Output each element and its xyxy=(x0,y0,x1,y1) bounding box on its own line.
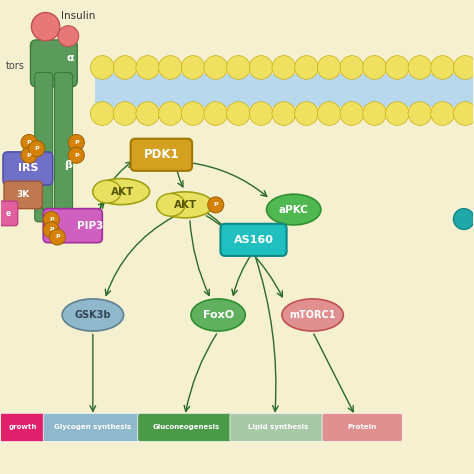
Text: P: P xyxy=(74,153,79,158)
Text: AKT: AKT xyxy=(174,200,198,210)
Circle shape xyxy=(113,55,137,79)
FancyBboxPatch shape xyxy=(3,152,53,185)
Circle shape xyxy=(408,102,432,125)
Circle shape xyxy=(49,229,65,245)
Circle shape xyxy=(21,147,37,163)
Ellipse shape xyxy=(282,299,343,331)
FancyBboxPatch shape xyxy=(0,201,18,226)
Ellipse shape xyxy=(93,179,150,205)
Circle shape xyxy=(21,135,37,151)
Circle shape xyxy=(68,147,84,163)
Text: P: P xyxy=(49,217,54,222)
FancyBboxPatch shape xyxy=(35,73,53,222)
Text: β: β xyxy=(64,161,72,171)
Text: AKT: AKT xyxy=(111,187,134,197)
Text: IRS: IRS xyxy=(18,164,38,173)
Text: Insulin: Insulin xyxy=(62,11,96,21)
Text: Gluconeogenesis: Gluconeogenesis xyxy=(153,424,220,430)
Circle shape xyxy=(454,55,474,79)
Circle shape xyxy=(340,102,364,125)
FancyBboxPatch shape xyxy=(43,209,102,243)
Text: GSK3b: GSK3b xyxy=(74,310,111,320)
Text: P: P xyxy=(213,202,218,207)
Text: AS160: AS160 xyxy=(234,235,273,245)
FancyBboxPatch shape xyxy=(55,73,73,222)
FancyBboxPatch shape xyxy=(220,224,287,256)
Circle shape xyxy=(113,102,137,125)
Ellipse shape xyxy=(62,299,124,331)
Circle shape xyxy=(385,102,409,125)
Text: 3K: 3K xyxy=(17,191,30,200)
Text: Protein: Protein xyxy=(348,424,377,430)
Circle shape xyxy=(58,26,79,46)
Circle shape xyxy=(136,102,159,125)
Circle shape xyxy=(454,102,474,125)
Text: PIP3: PIP3 xyxy=(77,221,104,231)
Circle shape xyxy=(31,12,60,41)
Circle shape xyxy=(295,55,318,79)
FancyBboxPatch shape xyxy=(131,139,192,171)
Text: mTORC1: mTORC1 xyxy=(289,310,336,320)
Circle shape xyxy=(43,222,59,238)
Circle shape xyxy=(181,102,205,125)
Circle shape xyxy=(385,55,409,79)
FancyBboxPatch shape xyxy=(95,74,474,107)
Circle shape xyxy=(28,141,45,156)
Text: P: P xyxy=(34,146,39,151)
Circle shape xyxy=(363,55,386,79)
Circle shape xyxy=(227,102,250,125)
Circle shape xyxy=(272,55,296,79)
Circle shape xyxy=(227,55,250,79)
FancyBboxPatch shape xyxy=(322,413,402,442)
FancyBboxPatch shape xyxy=(43,413,143,442)
Text: aPKC: aPKC xyxy=(279,205,309,215)
FancyBboxPatch shape xyxy=(30,40,77,87)
Text: P: P xyxy=(27,140,31,145)
FancyBboxPatch shape xyxy=(138,413,235,442)
Circle shape xyxy=(431,55,455,79)
Text: P: P xyxy=(27,153,31,158)
FancyBboxPatch shape xyxy=(0,413,48,442)
Text: tors: tors xyxy=(5,61,24,71)
Circle shape xyxy=(431,102,455,125)
Circle shape xyxy=(318,55,341,79)
Circle shape xyxy=(136,55,159,79)
Circle shape xyxy=(340,55,364,79)
Circle shape xyxy=(181,55,205,79)
Circle shape xyxy=(204,55,228,79)
Text: PDK1: PDK1 xyxy=(144,148,179,161)
Circle shape xyxy=(158,102,182,125)
Circle shape xyxy=(249,102,273,125)
FancyBboxPatch shape xyxy=(4,181,42,209)
Ellipse shape xyxy=(93,180,121,203)
Circle shape xyxy=(91,102,114,125)
Text: P: P xyxy=(55,235,60,239)
Circle shape xyxy=(68,135,84,151)
Circle shape xyxy=(158,55,182,79)
Ellipse shape xyxy=(156,193,185,216)
Circle shape xyxy=(363,102,386,125)
Circle shape xyxy=(91,55,114,79)
Text: α: α xyxy=(67,53,74,63)
Ellipse shape xyxy=(266,194,321,225)
Circle shape xyxy=(318,102,341,125)
Circle shape xyxy=(295,102,318,125)
Circle shape xyxy=(204,102,228,125)
FancyBboxPatch shape xyxy=(230,413,327,442)
Circle shape xyxy=(249,55,273,79)
Circle shape xyxy=(408,55,432,79)
Circle shape xyxy=(454,209,474,229)
Ellipse shape xyxy=(191,299,245,331)
Text: P: P xyxy=(74,140,79,145)
Text: P: P xyxy=(49,228,54,232)
Text: e: e xyxy=(5,209,10,218)
Ellipse shape xyxy=(156,192,213,218)
Text: growth: growth xyxy=(9,424,37,430)
Circle shape xyxy=(208,197,224,213)
Circle shape xyxy=(43,211,59,228)
Text: Lipid synthesis: Lipid synthesis xyxy=(248,424,309,430)
Circle shape xyxy=(272,102,296,125)
Text: FoxO: FoxO xyxy=(202,310,234,320)
Text: Glycogen synthesis: Glycogen synthesis xyxy=(54,424,131,430)
